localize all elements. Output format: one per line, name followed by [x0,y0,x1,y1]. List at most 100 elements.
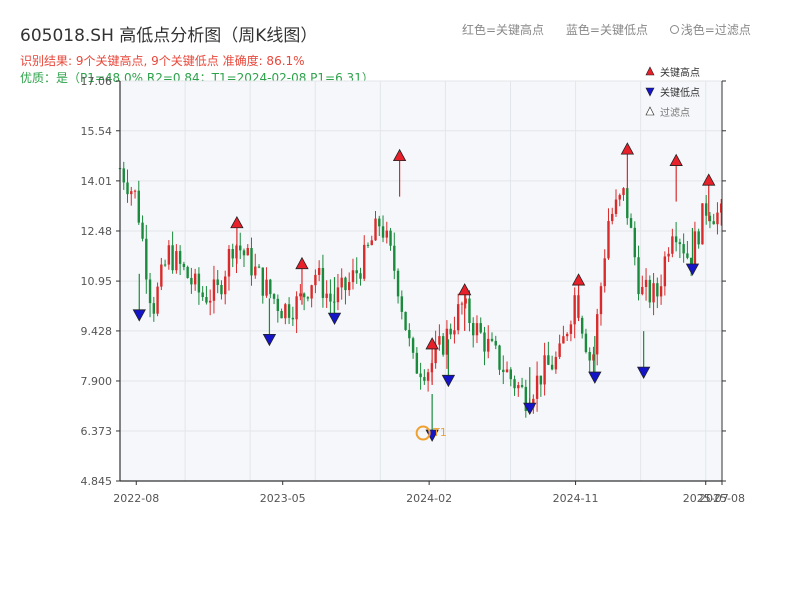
candle-body [599,286,603,315]
legend-entry: 关键高点 [660,66,700,79]
candle-body [547,355,550,365]
candle-body [272,294,276,299]
candle-body [178,251,182,264]
candle-body [554,356,558,370]
candle-body [205,297,208,303]
candle-body [543,355,546,385]
candle-body [242,250,246,256]
candle-body [310,285,313,299]
plot-area [119,80,722,482]
tick-label-y: 17.06 [81,75,113,88]
candle-body [637,257,640,295]
candle-body [329,293,332,302]
candle-body [130,191,133,195]
candle-body [415,352,419,374]
candle-body [626,188,629,219]
candle-body [712,221,715,225]
candle-body [678,242,682,245]
key-high-marker [702,173,716,186]
legend-entry: 关键低点 [660,86,700,99]
candle-body [389,230,392,246]
candle-body [411,338,415,353]
candle-body [148,279,152,304]
candle-body [513,379,516,389]
candle-body [197,273,201,293]
candle-body [321,268,325,298]
candles [118,150,723,435]
key-low-marker [441,374,456,388]
key-low-marker [327,312,342,325]
tick-label-x: 2024-11 [553,492,599,505]
candle-body [302,293,306,298]
candle-body [663,256,667,287]
candle-body [426,372,430,381]
candle-body [141,222,144,239]
key-low-marker [262,333,277,347]
candle-body [370,240,373,246]
candle-body [175,251,178,271]
markers: T1 [132,142,716,442]
candle-body [265,279,268,296]
legend-high-icon [645,66,655,76]
candle-body [284,304,287,319]
candle-body [190,277,193,285]
key-high-marker [571,273,586,286]
candle-body [280,310,283,319]
candle-body [160,264,163,287]
candle-body [269,279,272,295]
candle-body [186,266,189,278]
candle-body [133,190,137,192]
candle-body [287,304,291,318]
candle-body [644,279,648,287]
candle-body [163,264,167,266]
candle-body [276,298,280,311]
candle-body [565,333,569,337]
candle-body [167,245,171,265]
tick-label-y: 15.54 [81,125,113,138]
t1-ring [415,425,431,441]
tick-label-x: 2025-07 [683,492,729,505]
candle-body [498,345,501,370]
result-subtitle: 识别结果: 9个关键高点, 9个关键低点 准确度: 86.1% [20,54,305,68]
candle-body [614,199,618,214]
tick-label-y: 4.845 [81,475,113,488]
candle-body [659,286,663,297]
candle-body [596,314,599,355]
candle-body [573,295,576,325]
key-high-marker [392,148,407,162]
legend-blue-text: 蓝色=关键低点 [565,23,648,37]
tick-label-y: 6.373 [81,425,113,438]
candle-body [720,203,723,213]
candle-body [524,386,528,411]
candle-body [509,369,512,380]
candle-body [622,188,625,196]
key-low-marker [132,309,146,322]
candle-body [445,328,449,355]
candle-body [475,323,479,336]
tick-label-y: 14.01 [81,175,113,188]
candle-body [449,328,452,335]
candle-body [648,279,652,303]
color-legend: 红色=关键高点 蓝色=关键低点 浅色=过滤点 [462,21,769,38]
tick-label-y: 7.900 [81,375,113,388]
key-low-marker [636,366,651,379]
candle-body [355,270,358,274]
candle-body [344,277,347,291]
axes: 17.06 15.54 14.01 12.48 10.95 9.428 7.900 6.373… [81,75,745,505]
candle-body [201,292,204,298]
candle-body [137,190,140,223]
candle-body [122,168,125,183]
key-high-marker [669,153,683,166]
candle-body [502,369,505,373]
candle-body [438,336,441,345]
candle-body [381,226,385,238]
tick-label-x: 2022-08 [113,492,159,505]
candle-body [689,257,693,266]
candle-body [400,296,404,312]
candle-body [505,369,509,373]
candle-body [716,212,719,225]
candle-body [295,296,298,320]
candle-body [261,267,264,296]
candle-body [517,385,520,389]
